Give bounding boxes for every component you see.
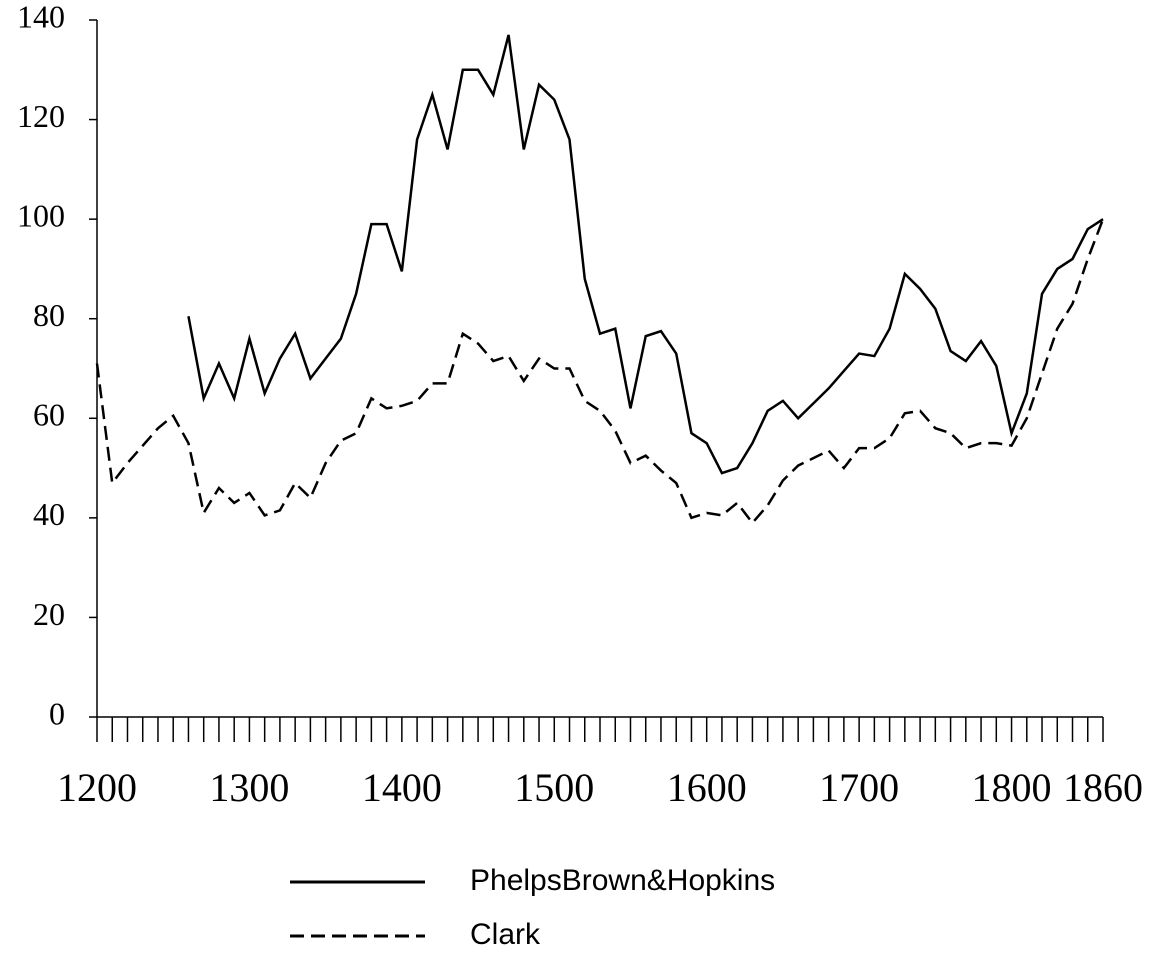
x-tick-label: 1400	[362, 765, 442, 810]
y-tick-label: 40	[33, 496, 65, 532]
y-tick-label: 120	[17, 98, 65, 134]
series-line	[95, 218, 1105, 525]
y-tick-label: 100	[17, 197, 65, 233]
y-tick-label: 60	[33, 397, 65, 433]
series-line	[187, 34, 1104, 475]
y-tick-label: 0	[49, 695, 65, 731]
x-tick-label: 1600	[667, 765, 747, 810]
x-tick-label: 1200	[57, 765, 137, 810]
x-tick-label: 1860	[1063, 765, 1143, 810]
x-tick-label: 1300	[209, 765, 289, 810]
legend-label: PhelpsBrown&Hopkins	[470, 864, 775, 897]
y-tick-label: 20	[33, 596, 65, 632]
x-tick-label: 1700	[819, 765, 899, 810]
x-tick-label: 1800	[972, 765, 1052, 810]
legend-label: Clark	[470, 918, 541, 951]
y-tick-label: 80	[33, 297, 65, 333]
y-tick-label: 140	[17, 0, 65, 34]
x-tick-label: 1500	[514, 765, 594, 810]
